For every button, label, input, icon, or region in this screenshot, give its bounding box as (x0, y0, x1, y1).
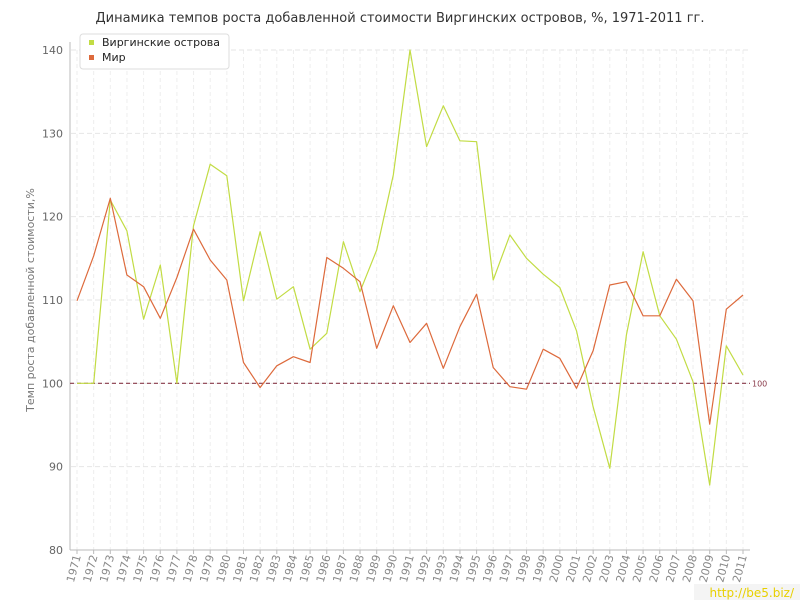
legend-box (79, 33, 230, 70)
legend-swatch-0 (89, 40, 94, 45)
y-tick-label: 90 (49, 461, 63, 474)
x-tick-label: 2011 (730, 553, 750, 583)
legend: Виргинские острова Мир (79, 33, 230, 70)
y-tick-label: 140 (42, 44, 63, 57)
y-tick-label: 110 (42, 294, 63, 307)
series-line-1[interactable] (76, 197, 744, 425)
y-axis-label: Темп роста добавленной стоимости,% (24, 188, 37, 413)
watermark-link[interactable]: http://be5.biz/ (709, 586, 794, 600)
reference-line: 100 (70, 379, 767, 388)
reference-line-label: 100 (752, 379, 767, 388)
y-tick-label: 120 (42, 211, 63, 224)
y-tick-label: 100 (42, 377, 63, 390)
series-group (76, 49, 744, 486)
chart-title: Динамика темпов роста добавленной стоимо… (95, 11, 704, 26)
y-tick-label: 130 (42, 127, 63, 140)
legend-swatch-1 (89, 55, 94, 60)
x-axis: 1971197219731974197519761977197819791980… (64, 549, 750, 584)
legend-label-0[interactable]: Виргинские острова (102, 36, 220, 49)
y-tick-label: 80 (49, 544, 63, 557)
grid (71, 49, 750, 551)
legend-label-1[interactable]: Мир (102, 51, 126, 64)
watermark-background (694, 584, 800, 600)
series-line-0[interactable] (77, 49, 744, 486)
y-axis: 80 90 100 110 120 130 140 (42, 42, 71, 557)
